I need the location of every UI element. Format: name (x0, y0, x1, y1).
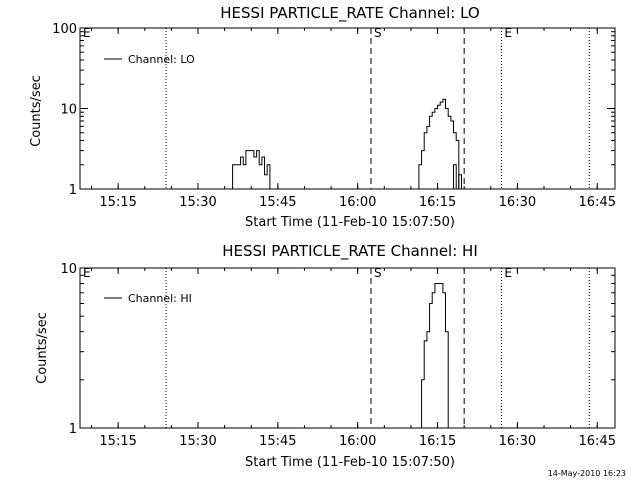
series-hi (418, 283, 449, 429)
timestamp-footer: 14-May-2010 16:23 (548, 469, 626, 478)
x-tick-label-lo-5: 16:30 (499, 195, 536, 210)
legend-label-hi: Channel: HI (128, 292, 192, 305)
y-tick-label-lo-1: 10 (60, 103, 77, 118)
series-lo (229, 98, 462, 190)
series-line-hi-0-0 (418, 283, 449, 429)
x-tick-label-hi-6: 16:45 (579, 434, 616, 449)
chart-title-hi: HESSI PARTICLE_RATE Channel: HI (222, 242, 478, 261)
marker-label-lo-4: E (504, 26, 512, 40)
marker-label-lo-2: S (374, 26, 382, 40)
y-tick-label-lo-0: 1 (69, 183, 77, 198)
y-tick-label-hi-1: 10 (60, 262, 77, 277)
x-tick-label-lo-0: 15:15 (99, 195, 136, 210)
x-tick-label-lo-6: 16:45 (579, 195, 616, 210)
y-tick-label-lo-2: 100 (52, 22, 77, 37)
series-line-lo-0-0 (229, 150, 271, 190)
chart-title-lo: HESSI PARTICLE_RATE Channel: LO (220, 4, 479, 23)
x-axis-label-lo: Start Time (11-Feb-10 15:07:50) (245, 215, 455, 230)
x-tick-label-hi-2: 15:45 (259, 434, 296, 449)
series-line-lo-0-2 (450, 164, 462, 190)
series-line-lo-0-1 (416, 98, 460, 190)
y-axis-label-hi: Counts/sec (35, 312, 50, 384)
x-axis-label-hi: Start Time (11-Feb-10 15:07:50) (245, 455, 455, 470)
x-tick-label-hi-3: 16:00 (339, 434, 376, 449)
x-tick-label-lo-2: 15:45 (259, 195, 296, 210)
x-tick-label-lo-4: 16:15 (419, 195, 456, 210)
marker-label-hi-0: E (83, 266, 91, 280)
x-tick-label-hi-1: 15:30 (179, 434, 216, 449)
x-tick-label-hi-5: 16:30 (499, 434, 536, 449)
marker-label-hi-2: S (374, 266, 382, 280)
marker-label-lo-0: E (83, 26, 91, 40)
axis-ticks-lo: 15:15 15:30 15:45 16:00 16:15 16:30 16:45 1 10 10… (52, 22, 616, 210)
chart-panel-lo: HESSI PARTICLE_RATE Channel: LO Start Ti… (29, 4, 616, 230)
axis-ticks-hi: 15:15 15:30 15:45 16:00 16:15 16:30 16:45 1 10 (60, 262, 616, 449)
x-tick-label-lo-1: 15:30 (179, 195, 216, 210)
plot-frame-hi (79, 267, 616, 429)
x-tick-label-lo-3: 16:00 (339, 195, 376, 210)
y-axis-label-lo: Counts/sec (29, 75, 44, 147)
marker-label-hi-4: E (504, 266, 512, 280)
x-tick-label-hi-0: 15:15 (99, 434, 136, 449)
chart-panel-hi: HESSI PARTICLE_RATE Channel: HI Start Ti… (35, 242, 616, 470)
x-tick-label-hi-4: 16:15 (419, 434, 456, 449)
y-tick-label-hi-0: 1 (69, 422, 77, 437)
legend-label-lo: Channel: LO (128, 53, 195, 66)
plot-frame-lo (79, 27, 616, 190)
